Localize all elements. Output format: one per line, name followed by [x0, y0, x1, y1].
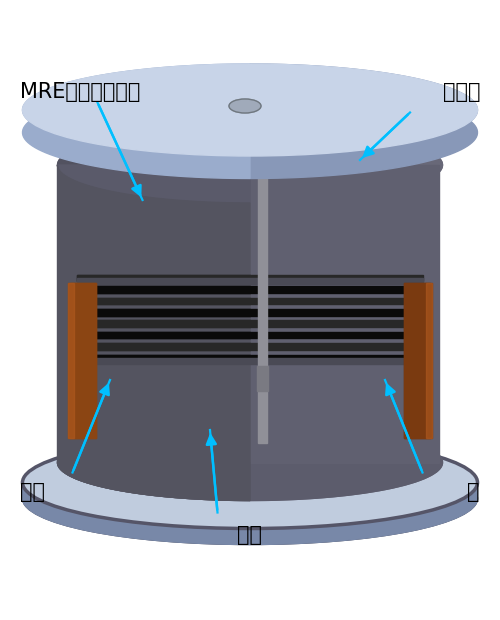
- Polygon shape: [70, 283, 96, 438]
- Polygon shape: [258, 160, 267, 443]
- Polygon shape: [250, 309, 423, 316]
- Text: 线圈: 线圈: [20, 482, 45, 502]
- Text: MRE与钢交叠贴层: MRE与钢交叠贴层: [20, 82, 140, 102]
- Polygon shape: [22, 482, 477, 544]
- Polygon shape: [250, 286, 423, 293]
- Polygon shape: [76, 298, 250, 304]
- Polygon shape: [76, 286, 250, 293]
- Polygon shape: [58, 463, 250, 500]
- Polygon shape: [76, 332, 250, 339]
- Polygon shape: [76, 286, 250, 293]
- Text: 连接板: 连接板: [442, 82, 480, 102]
- Polygon shape: [68, 283, 74, 438]
- Polygon shape: [250, 321, 423, 327]
- Polygon shape: [404, 283, 430, 438]
- Polygon shape: [250, 127, 442, 500]
- Polygon shape: [76, 275, 250, 281]
- Polygon shape: [58, 127, 250, 500]
- Polygon shape: [76, 298, 250, 304]
- Polygon shape: [76, 309, 250, 316]
- Text: 轭: 轭: [468, 482, 480, 502]
- Polygon shape: [250, 275, 423, 281]
- Polygon shape: [250, 355, 423, 361]
- Polygon shape: [58, 165, 250, 500]
- Ellipse shape: [22, 436, 477, 528]
- Polygon shape: [76, 355, 250, 361]
- Polygon shape: [250, 343, 423, 350]
- Ellipse shape: [229, 99, 261, 113]
- Polygon shape: [426, 283, 432, 438]
- Polygon shape: [424, 283, 430, 438]
- Polygon shape: [250, 165, 438, 463]
- Polygon shape: [76, 275, 250, 281]
- Ellipse shape: [22, 453, 477, 544]
- Text: 磁芯: 磁芯: [238, 525, 262, 545]
- Polygon shape: [22, 64, 250, 179]
- Polygon shape: [76, 321, 250, 327]
- Polygon shape: [70, 283, 76, 438]
- Ellipse shape: [256, 156, 270, 164]
- Polygon shape: [76, 343, 250, 350]
- Polygon shape: [76, 309, 250, 316]
- Polygon shape: [62, 165, 250, 463]
- Polygon shape: [76, 355, 250, 361]
- Polygon shape: [250, 298, 423, 304]
- Ellipse shape: [22, 64, 477, 156]
- Ellipse shape: [58, 127, 442, 203]
- Polygon shape: [76, 321, 250, 327]
- Polygon shape: [257, 366, 268, 391]
- Polygon shape: [76, 358, 423, 365]
- Polygon shape: [68, 283, 96, 438]
- Polygon shape: [404, 283, 431, 438]
- Ellipse shape: [58, 425, 442, 500]
- Polygon shape: [58, 165, 250, 203]
- Polygon shape: [76, 278, 423, 284]
- Polygon shape: [250, 64, 478, 179]
- Polygon shape: [76, 343, 250, 350]
- Polygon shape: [76, 332, 250, 339]
- Polygon shape: [250, 332, 423, 339]
